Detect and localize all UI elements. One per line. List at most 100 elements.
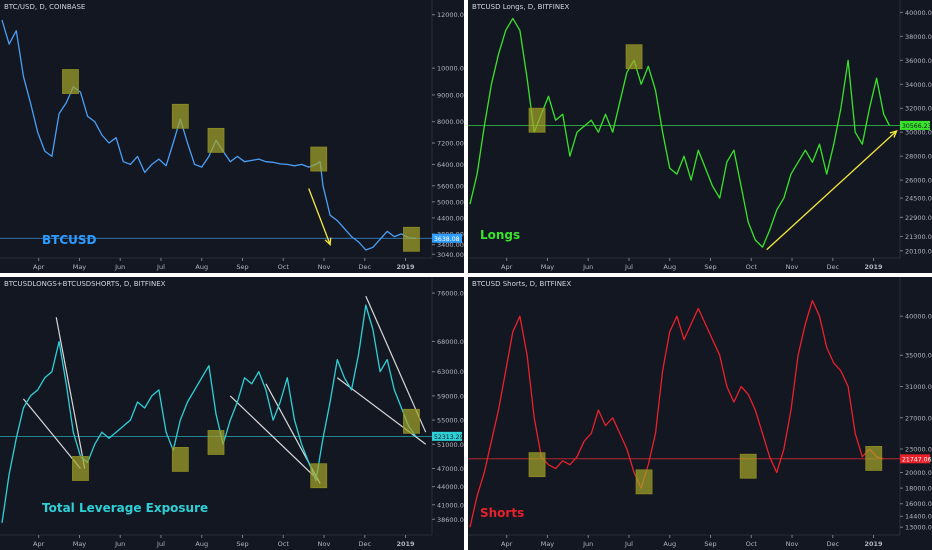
panel-title: BTCUSDLONGS+BTCUSDSHORTS, D, BITFINEX [4,280,166,288]
x-tick-label: May [541,540,555,548]
btcusd-longs-panel: 20100.00 21300.00 22900.00 24500.00 26000.00… [468,0,932,273]
y-tick-label: 5600.00 [437,182,464,190]
y-tick-label: 47000.0000 [437,465,464,473]
y-tick-label: 10000.00 [437,65,464,73]
y-tick-label: 20000.0000 [905,469,932,477]
btcusd-shorts-chart: 13000.0000 14400.0000 16000.0000 18000.0000… [468,277,932,548]
x-tick-label: Aug [195,540,208,548]
x-tick-label: Jul [156,263,165,271]
x-tick-label: Sep [704,540,716,548]
y-tick-label: 5000.00 [437,198,464,206]
x-tick-label: Oct [278,263,290,271]
y-tick-label: 8000.00 [437,118,464,126]
btcusd-price-chart: 3040.003400.003800.004400.005000.005600.… [0,0,464,271]
x-tick-label: 2019 [396,263,415,271]
y-tick-label: 41000.0000 [437,501,464,509]
y-tick-label: 51000.0000 [437,441,464,449]
y-tick-label: 9000.00 [437,91,464,99]
highlight-box [310,146,328,172]
highlight-box [403,408,420,434]
highlight-box [403,226,420,252]
arrow-line [308,188,331,245]
current-value-text: 21747.0610 [902,456,932,463]
x-tick-label: Sep [236,540,248,548]
x-tick-label: Dec [358,263,371,271]
x-tick-label: Sep [704,263,716,271]
current-value-tag [900,454,930,464]
x-tick-label: Jun [582,263,593,271]
current-value-tag [432,431,462,441]
x-tick-label: Nov [786,263,799,271]
y-tick-label: 12000.00 [437,11,464,19]
x-tick-label: May [541,263,555,271]
highlight-box [739,453,757,479]
y-tick-label: 38600.0000 [437,516,464,524]
x-tick-label: Jun [114,263,125,271]
current-value-text: 52313.2954 [434,434,464,441]
panel-label: Total Leverage Exposure [42,501,209,515]
panel-divider-horizontal [0,273,932,277]
x-tick-label: May [73,263,87,271]
y-tick-label: 40000.0000 [905,313,932,321]
panel-title: BTC/USD, D, COINBASE [4,3,86,11]
y-tick-label: 28000.00 [905,153,932,161]
arrow-line [766,130,898,251]
y-tick-label: 55000.0000 [437,417,464,425]
panel-label: BTCUSD [42,233,97,247]
y-tick-label: 13000.0000 [905,524,932,532]
current-value-text: 3638.08 [434,236,460,243]
x-tick-label: Dec [826,263,839,271]
y-tick-label: 16000.0000 [905,500,932,508]
y-tick-label: 4400.00 [437,214,464,222]
trendline [22,398,81,469]
y-tick-label: 76000.0000 [437,290,464,298]
y-tick-label: 3400.00 [437,241,464,249]
panel-title: BTCUSD Shorts, D, BITFINEX [472,280,572,288]
x-tick-label: Apr [33,263,45,271]
highlight-box [528,107,546,133]
trendline [229,395,320,482]
x-tick-label: Sep [236,263,248,271]
y-tick-label: 59000.0000 [437,392,464,400]
y-tick-label: 22900.00 [905,214,932,222]
x-tick-label: Jul [156,540,165,548]
y-tick-label: 20100.00 [905,247,932,255]
y-tick-label: 36000.00 [905,57,932,65]
x-tick-label: Apr [33,540,45,548]
arrow-head [324,237,332,247]
y-tick-label: 26000.00 [905,177,932,185]
x-tick-label: Oct [278,540,290,548]
x-tick-label: Dec [358,540,371,548]
y-tick-label: 40000.00 [905,9,932,17]
total-leverage-chart: 38600.0000 41000.0000 44000.0000 47000.0000… [0,277,464,548]
highlight-box [72,456,89,481]
x-tick-label: 2019 [864,263,883,271]
y-tick-label: 68000.0000 [437,338,464,346]
y-tick-label: 35000.0000 [905,352,932,360]
panel-label: Longs [480,228,521,242]
panel-label: Shorts [480,506,525,520]
y-tick-label: 23000.0000 [905,446,932,454]
x-tick-label: Apr [501,263,513,271]
current-value-tag [432,233,462,243]
arrow-head [889,129,898,138]
x-tick-label: 2019 [864,540,883,548]
series-line [1,304,417,523]
x-tick-label: Dec [826,540,839,548]
series-line [469,17,890,248]
y-tick-label: 14400.0000 [905,513,932,521]
y-tick-label: 18000.0000 [905,485,932,493]
current-value-text: 30566.2344 [902,123,932,130]
highlight-box [625,44,643,70]
highlight-box [635,469,653,495]
y-tick-label: 38000.00 [905,33,932,41]
trendline [55,317,86,469]
btcusd-price-panel: 3040.003400.003800.004400.005000.005600.… [0,0,464,273]
x-tick-label: Jun [114,540,125,548]
x-tick-label: Nov [318,263,331,271]
highlight-box [62,69,79,94]
y-tick-label: 63000.0000 [437,368,464,376]
x-tick-label: Jul [624,263,633,271]
x-tick-label: Aug [195,263,208,271]
highlight-box [310,463,328,489]
